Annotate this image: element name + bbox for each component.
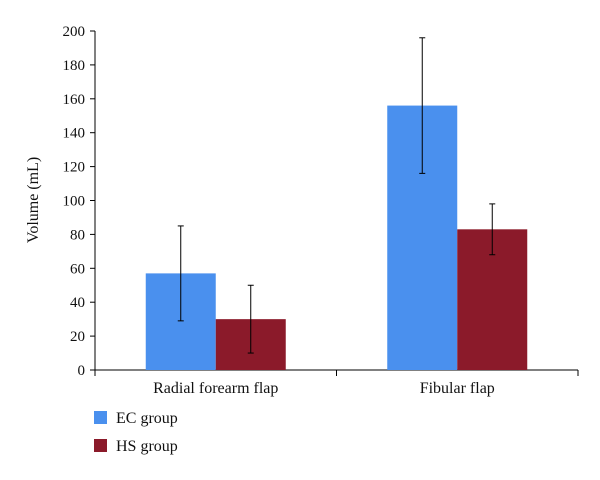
x-tick-label: Fibular flap bbox=[420, 380, 495, 397]
y-tick-label: 40 bbox=[70, 295, 85, 311]
y-tick-label: 0 bbox=[78, 363, 86, 379]
legend-label: HS group bbox=[116, 438, 178, 455]
y-tick-label: 60 bbox=[70, 261, 85, 277]
legend: EC group HS group bbox=[94, 410, 178, 455]
y-tick-label: 180 bbox=[63, 58, 86, 74]
legend-swatch bbox=[94, 439, 107, 452]
y-tick-label: 120 bbox=[63, 160, 86, 176]
x-tick-label: Radial forearm flap bbox=[153, 380, 278, 397]
y-axis-title: Volume (mL) bbox=[25, 157, 42, 243]
y-tick-label: 200 bbox=[63, 24, 86, 40]
y-tick-label: 100 bbox=[63, 194, 86, 210]
y-tick-label: 160 bbox=[63, 92, 86, 108]
legend-label: EC group bbox=[116, 410, 178, 427]
y-tick-label: 20 bbox=[70, 329, 85, 345]
y-tick-label: 140 bbox=[63, 126, 86, 142]
legend-swatch bbox=[94, 411, 107, 424]
plot-area: 0 20 40 60 80 100 120 140 160 180 200 Radial forear… bbox=[63, 24, 579, 397]
y-tick-label: 80 bbox=[70, 227, 85, 243]
